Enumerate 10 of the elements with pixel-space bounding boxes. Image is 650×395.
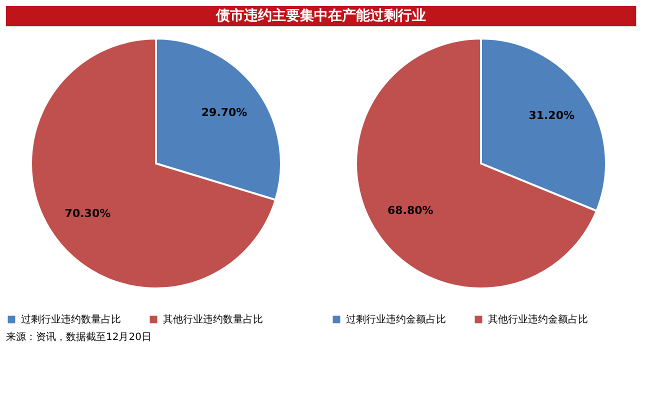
legend-label: 其他行业违约数量占比 bbox=[163, 314, 263, 326]
data-label: 68.80% bbox=[387, 204, 434, 217]
source-note: 来源：资讯，数据截至12月20日 bbox=[6, 331, 152, 343]
data-label: 29.70% bbox=[201, 106, 248, 119]
text: 债市违约主要集中在产能过剩行业 bbox=[215, 7, 426, 24]
legend-label: 过剩行业违约金额占比 bbox=[346, 314, 446, 326]
data-label: 31.20% bbox=[528, 109, 575, 122]
data-label: 70.30% bbox=[64, 207, 111, 220]
legend-label: 过剩行业违约数量占比 bbox=[21, 314, 121, 326]
legend-label: 其他行业违约金额占比 bbox=[488, 314, 588, 326]
